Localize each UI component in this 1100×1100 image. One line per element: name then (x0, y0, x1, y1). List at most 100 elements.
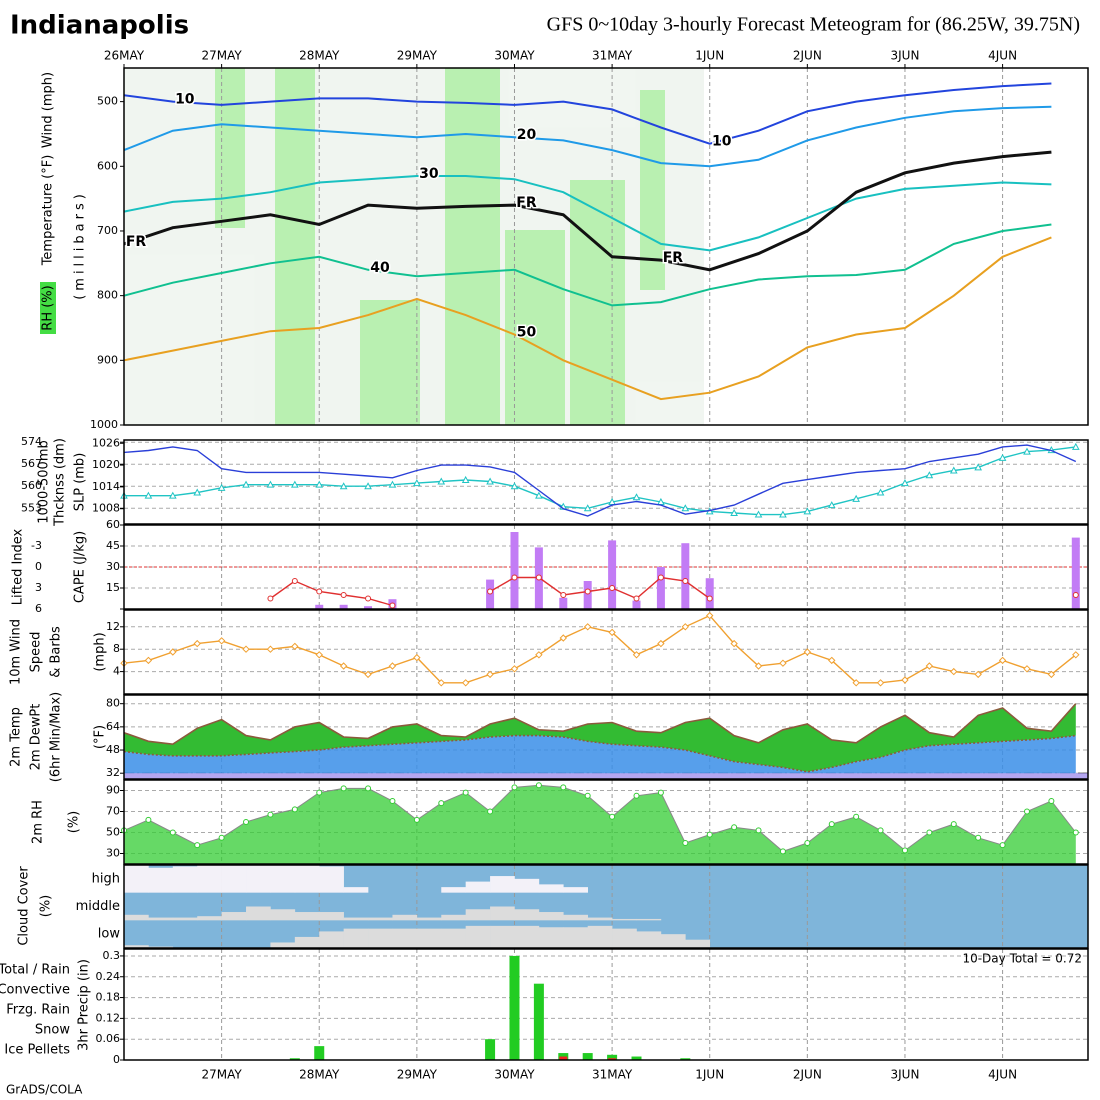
legend-entry: Total / Rain (0, 963, 70, 978)
marker (633, 595, 640, 602)
cloud-cell (587, 925, 613, 948)
marker (827, 501, 836, 509)
bar (608, 540, 617, 609)
cloud-cell (368, 917, 393, 921)
isotherm-line (123, 223, 1052, 307)
marker (583, 504, 592, 512)
y-tick-label: 553 (21, 501, 42, 514)
legend-entry: Ice Pellets (4, 1043, 70, 1058)
isotherm-label: FR (663, 250, 684, 266)
rh-shading (124, 68, 704, 425)
marker (901, 676, 909, 684)
y-tick-label: 0.3 (103, 949, 121, 962)
cloud-cell (319, 866, 344, 893)
x-tick-label-bottom: 1JUN (695, 1068, 724, 1082)
below-freezing-fill (124, 773, 1088, 779)
x-tick-label-top: 31MAY (592, 49, 633, 63)
y-tick-label: 567 (21, 457, 42, 470)
cloud-cell (538, 884, 564, 893)
x-tick-label-bottom: 2JUN (793, 1068, 822, 1082)
marker (682, 578, 689, 584)
cloud-cell (343, 887, 369, 893)
cloud-cell (172, 917, 198, 921)
marker (291, 806, 298, 813)
marker (779, 510, 787, 518)
isotherm-line (123, 236, 1052, 401)
x-tick-label-top: 27MAY (202, 49, 243, 63)
precip-bar (607, 1054, 618, 1060)
marker (1023, 665, 1031, 673)
bar (656, 567, 665, 609)
marker (852, 679, 860, 687)
marker (779, 848, 786, 855)
y-tick-label: 48 (106, 743, 120, 756)
marker (339, 482, 348, 490)
marker (1047, 670, 1056, 679)
x-tick-label-top: 29MAY (397, 49, 438, 63)
isotherm-label: 40 (370, 260, 390, 276)
marker (510, 665, 519, 673)
cloud-cell (465, 909, 491, 921)
marker (266, 480, 275, 488)
cloud-cell (660, 934, 686, 948)
cloud-cell (148, 867, 174, 893)
cloud-cell (490, 925, 515, 948)
marker (803, 507, 812, 515)
cloud-cell (636, 918, 662, 921)
y-tick-label: 560 (21, 479, 42, 492)
axis-label: 2m Temp (9, 707, 24, 767)
x-tick-label-top: 30MAY (494, 49, 535, 63)
legend-entry: Frzg. Rain (6, 1003, 70, 1018)
marker (609, 585, 616, 591)
precip-bar (533, 983, 544, 1060)
marker (510, 482, 519, 490)
y-tick-label: 1008 (92, 502, 120, 515)
marker (169, 829, 176, 836)
panel-frame (123, 609, 1089, 695)
axis-label: (millibars) (73, 190, 88, 300)
marker (803, 648, 812, 656)
panel-frame (123, 779, 1089, 865)
cloud-cell (514, 878, 540, 893)
marker (852, 494, 860, 502)
y-tick-label: 64 (106, 720, 120, 733)
series-line (124, 446, 1076, 516)
cloud-cell (538, 927, 564, 948)
y-tick-label: 0.24 (96, 970, 121, 983)
marker (730, 639, 738, 648)
cloud-cell (392, 928, 418, 948)
axis-label: Wind (mph) (41, 72, 56, 148)
marker (657, 789, 664, 796)
cloud-cell (270, 865, 296, 893)
y-tick-label: 3 (35, 581, 42, 594)
marker (609, 813, 616, 820)
page-title: Indianapolis (10, 11, 189, 41)
marker (217, 637, 226, 645)
series-line (123, 614, 1077, 684)
cloud-cell (270, 942, 296, 948)
y-tick-label: 4 (113, 665, 120, 678)
marker (681, 623, 690, 631)
panel-frame (123, 694, 1089, 780)
y-tick-label: 60 (106, 518, 120, 531)
axis-label: & Barbs (49, 626, 64, 678)
precip-bar (509, 955, 520, 1060)
isotherm-label: 50 (517, 324, 537, 340)
marker (462, 789, 469, 796)
marker (998, 656, 1007, 665)
marker (340, 592, 347, 598)
x-tick-label-top: 28MAY (299, 49, 340, 63)
y-tick-label: 600 (97, 159, 118, 172)
marker (535, 491, 543, 499)
y-tick-label: 700 (97, 224, 118, 237)
axis-label: (%) (39, 895, 54, 918)
x-tick-label-top: 26MAY (104, 49, 145, 63)
axis-label: Thcknss (dm) (53, 438, 68, 527)
marker (218, 834, 225, 841)
panel-frame (123, 439, 1089, 525)
isotherm-line (123, 175, 1052, 252)
marker (559, 634, 567, 642)
dewpoint-line (123, 734, 1076, 773)
marker (486, 670, 494, 679)
marker (828, 656, 836, 665)
